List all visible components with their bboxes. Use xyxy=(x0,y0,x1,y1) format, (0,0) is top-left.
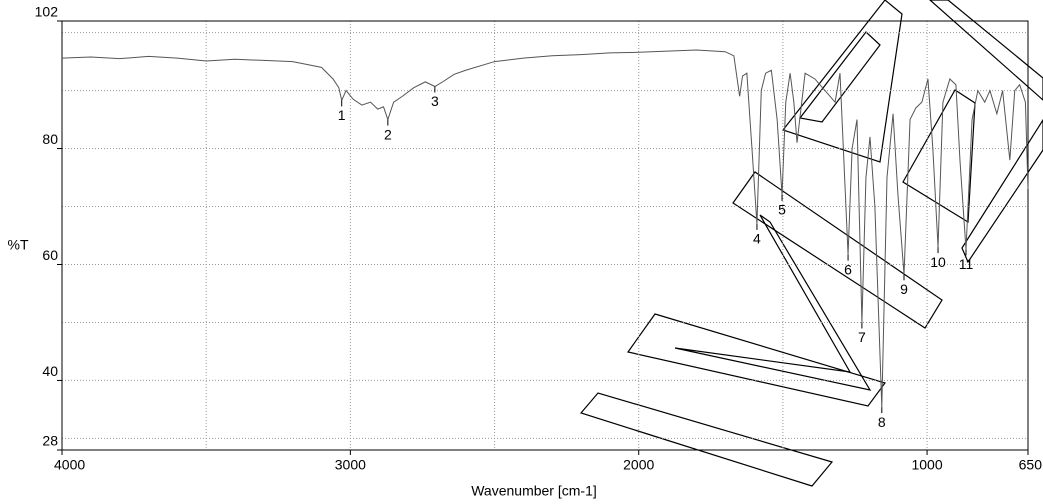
watermark-shape xyxy=(929,0,1043,101)
peak-label: 9 xyxy=(900,281,908,297)
x-tick-label: 4000 xyxy=(54,457,85,473)
watermark-shape xyxy=(902,89,976,224)
peak-label: 7 xyxy=(858,329,866,345)
spectrum-line xyxy=(61,49,1029,408)
y-tick-label: 80 xyxy=(42,131,58,147)
watermark xyxy=(579,0,1043,487)
watermark-shape xyxy=(626,313,886,407)
x-tick-label: 3000 xyxy=(335,457,366,473)
y-tick-label: 40 xyxy=(42,363,58,379)
peak-label: 4 xyxy=(753,231,761,247)
watermark-shape xyxy=(961,118,1043,264)
peak-label: 10 xyxy=(930,254,946,270)
peak-label: 2 xyxy=(384,126,392,142)
peak-label: 6 xyxy=(844,261,852,277)
peak-label: 3 xyxy=(431,93,439,109)
y-axis-title: %T xyxy=(8,237,29,253)
x-axis-title: Wavenumber [cm-1] xyxy=(471,483,597,499)
watermark-shape xyxy=(798,31,881,123)
watermark-shape xyxy=(782,0,903,163)
watermark-shape xyxy=(579,392,834,487)
watermark-shape xyxy=(674,214,872,391)
x-tick-label: 2000 xyxy=(623,457,654,473)
peak-label: 11 xyxy=(959,256,974,272)
peak-label: 8 xyxy=(878,414,886,430)
peak-label: 5 xyxy=(778,202,786,218)
plot-frame xyxy=(61,20,1029,451)
y-tick-label: 102 xyxy=(35,4,59,20)
peak-label: 1 xyxy=(338,107,346,123)
x-tick-label: 650 xyxy=(1019,457,1043,473)
y-tick-label: 28 xyxy=(42,433,58,449)
x-tick-label: 1000 xyxy=(911,457,942,473)
watermark-shape xyxy=(732,171,943,329)
y-tick-label: 60 xyxy=(42,247,58,263)
